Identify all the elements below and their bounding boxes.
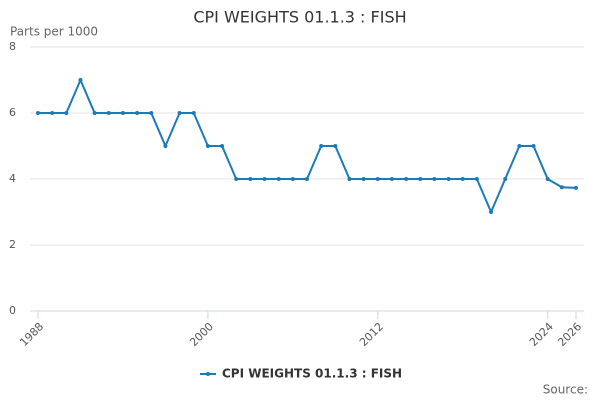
data-point (418, 177, 423, 181)
data-point (120, 111, 125, 115)
data-point (205, 144, 210, 148)
data-point (191, 111, 196, 115)
data-point (78, 78, 83, 82)
legend-label: CPI WEIGHTS 01.1.3 : FISH (222, 367, 402, 381)
data-point (248, 177, 253, 181)
data-point (319, 144, 324, 148)
data-point (460, 177, 465, 181)
legend-symbol (206, 372, 210, 376)
x-tick-label: 2000 (187, 320, 216, 349)
x-tick-label: 2026 (555, 320, 584, 349)
data-point (220, 144, 225, 148)
data-point (446, 177, 451, 181)
data-point (163, 144, 168, 148)
data-point (36, 111, 40, 115)
data-point (276, 177, 281, 181)
data-point (432, 177, 437, 181)
data-point (149, 111, 154, 115)
data-point (361, 177, 366, 181)
chart-title: CPI WEIGHTS 01.1.3 : FISH (193, 8, 406, 27)
data-point (50, 111, 55, 115)
data-point (489, 210, 494, 214)
x-tick-label: 2024 (527, 320, 556, 349)
x-tick-label: 1988 (17, 320, 46, 349)
data-point (517, 144, 522, 148)
y-axis-label: Parts per 1000 (10, 25, 98, 39)
data-point (234, 177, 239, 181)
data-point (347, 177, 352, 181)
data-line (38, 77, 577, 215)
data-point (333, 144, 338, 148)
data-point (574, 185, 578, 190)
data-point (135, 111, 140, 115)
data-point (389, 177, 394, 181)
data-point (545, 177, 550, 181)
data-point (404, 177, 409, 181)
data-point (92, 111, 97, 115)
data-point (375, 177, 380, 181)
y-tick-label: 6 (9, 106, 16, 119)
y-tick-label: 8 (9, 40, 16, 53)
data-point (531, 144, 536, 148)
y-tick-label: 4 (9, 172, 16, 185)
y-tick-label: 0 (9, 304, 16, 317)
data-point (177, 111, 182, 115)
data-point (474, 177, 479, 181)
data-point (64, 111, 69, 115)
data-point (503, 177, 508, 181)
data-point (305, 177, 309, 181)
x-tick-label: 2012 (357, 320, 386, 349)
data-point (290, 177, 295, 181)
data-point (262, 177, 267, 181)
y-tick-label: 2 (9, 238, 16, 251)
data-point (559, 185, 564, 190)
data-point (106, 111, 111, 115)
source: Source: (543, 383, 588, 397)
